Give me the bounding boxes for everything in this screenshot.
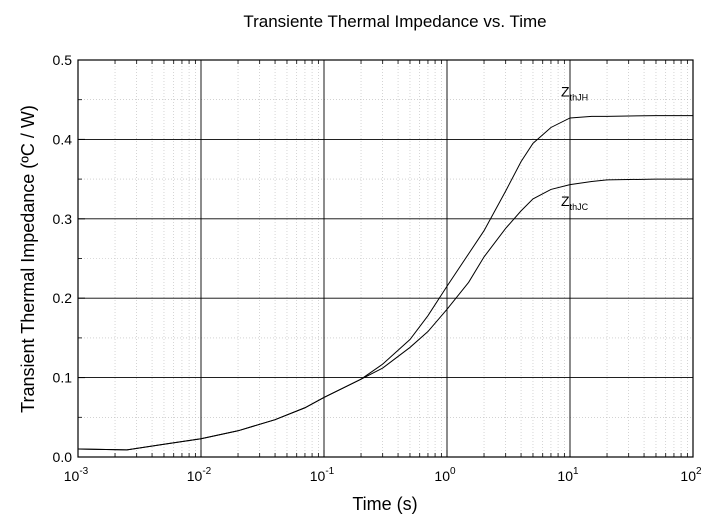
x-tick-label: 10-3 [64, 466, 89, 484]
y-tick-label: 0.5 [53, 52, 73, 68]
y-tick-label: 0.2 [53, 290, 73, 306]
y-tick-label: 0.0 [53, 449, 73, 465]
major-grid [78, 60, 693, 457]
series-line-thJH [77, 115, 693, 451]
y-axis-label: Transient Thermal Impedance (ºC / W) [18, 105, 38, 413]
y-tick-label: 0.3 [53, 211, 73, 227]
series-layer [77, 115, 693, 451]
x-tick-label: 101 [557, 466, 579, 484]
x-tick-label: 10-1 [310, 466, 335, 484]
series-label-thJH: ZthJH [561, 84, 588, 103]
x-tick-label: 100 [434, 466, 456, 484]
y-tick-label: 0.1 [53, 370, 73, 386]
x-tick-label: 10-2 [187, 466, 212, 484]
y-tick-label: 0.4 [53, 131, 73, 147]
series-line-thJC [77, 178, 693, 451]
chart-title: Transiente Thermal Impedance vs. Time [243, 12, 546, 31]
series-label-thJC: ZthJC [561, 193, 589, 212]
x-tick-labels: 10-3 10-2 10-1 100 101 102 [64, 466, 702, 484]
x-tick-label: 102 [680, 466, 702, 484]
x-axis-label: Time (s) [352, 494, 417, 514]
axis-ticks [77, 59, 694, 458]
series-labels: ZthJH ZthJC [561, 84, 589, 213]
y-tick-labels: 0.0 0.1 0.2 0.3 0.4 0.5 [53, 52, 73, 465]
minor-grid [78, 60, 693, 457]
